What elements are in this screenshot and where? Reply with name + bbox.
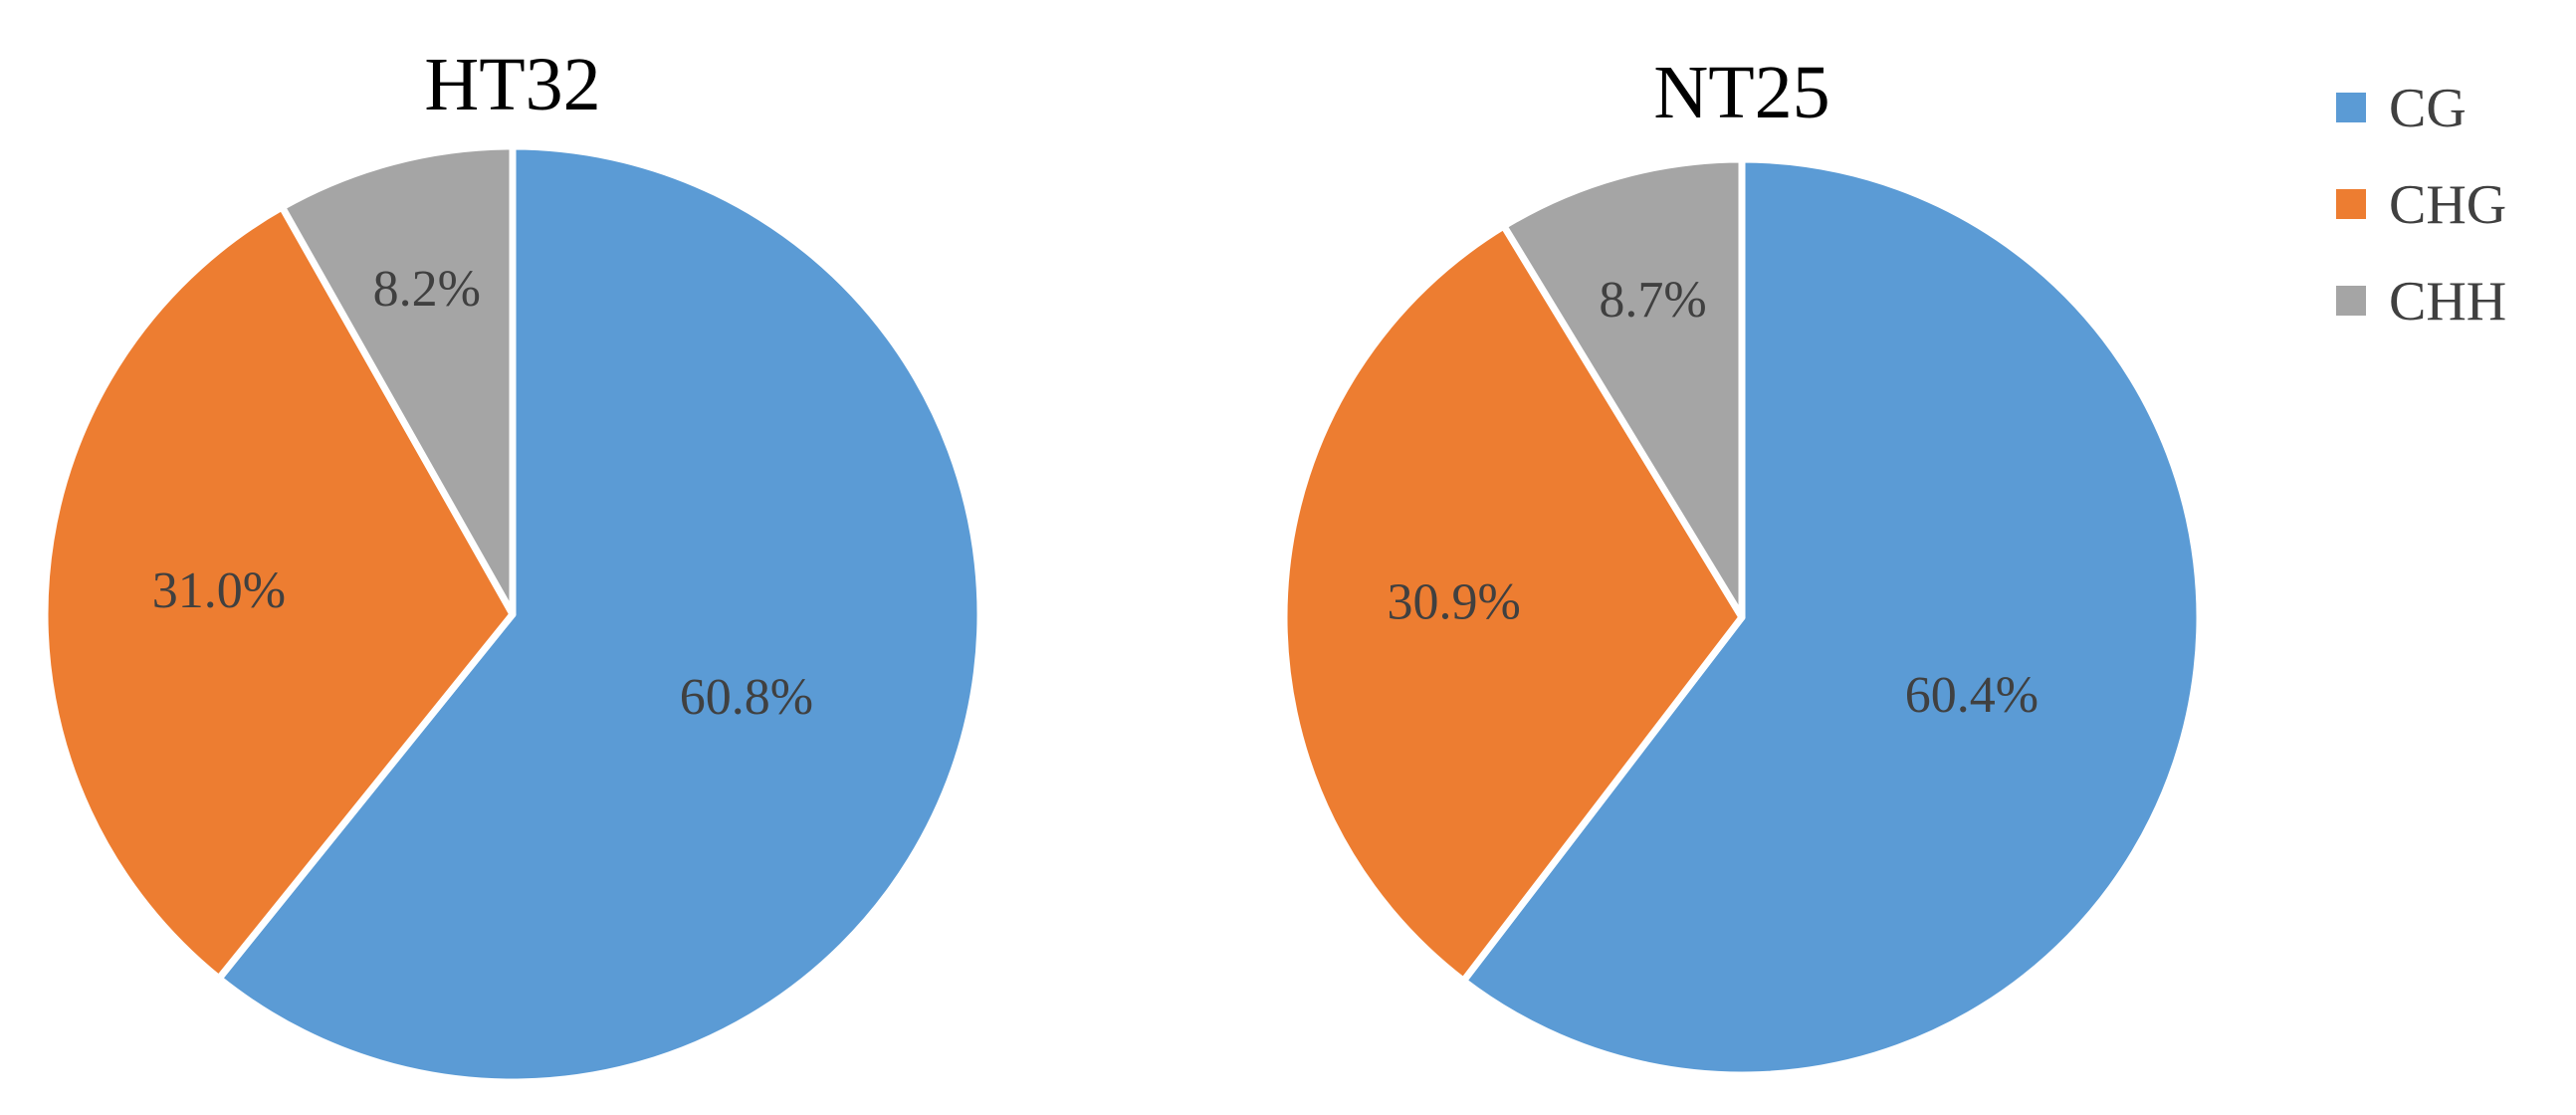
legend-item-chh: CHH (2336, 271, 2506, 333)
data-label-ht32-chg: 31.0% (152, 562, 286, 619)
pie-chart-ht32: HT32 60.8% 31.0% 8.2% (41, 43, 984, 1086)
chart-title-ht32: HT32 (424, 43, 600, 126)
pie-slice-nt25-chg (1280, 222, 1746, 985)
pie-chart-nt25: NT25 60.4% 30.9% 8.7% (1280, 51, 2204, 1079)
pie-slice-ht32-cg (215, 142, 984, 1086)
legend-item-cg: CG (2336, 78, 2467, 139)
data-label-ht32-chh: 8.2% (373, 261, 481, 318)
legend-label-cg: CG (2389, 78, 2467, 139)
legend: CG CHG CHH (2336, 78, 2506, 333)
legend-swatch-chg (2336, 189, 2366, 219)
data-label-nt25-cg: 60.4% (1905, 667, 2039, 724)
data-label-nt25-chh: 8.7% (1599, 272, 1706, 329)
data-label-ht32-cg: 60.8% (680, 669, 813, 726)
chart-title-nt25: NT25 (1653, 51, 1829, 134)
pie-slices-nt25 (1280, 155, 2204, 1079)
legend-swatch-chh (2336, 286, 2366, 316)
legend-item-chg: CHG (2336, 174, 2506, 236)
pie-slices-ht32 (41, 142, 984, 1086)
pie-slice-nt25-chh (1500, 155, 1746, 621)
pie-slice-nt25-cg (1459, 155, 2204, 1079)
data-label-nt25-chg: 30.9% (1387, 574, 1520, 631)
legend-swatch-cg (2336, 93, 2366, 122)
pie-labels-ht32: 60.8% 31.0% 8.2% (152, 261, 813, 726)
legend-label-chg: CHG (2389, 174, 2506, 236)
pie-labels-nt25: 60.4% 30.9% 8.7% (1387, 272, 2039, 724)
pie-slice-ht32-chh (278, 142, 517, 618)
pie-slice-ht32-chg (41, 203, 517, 983)
legend-label-chh: CHH (2389, 271, 2506, 333)
